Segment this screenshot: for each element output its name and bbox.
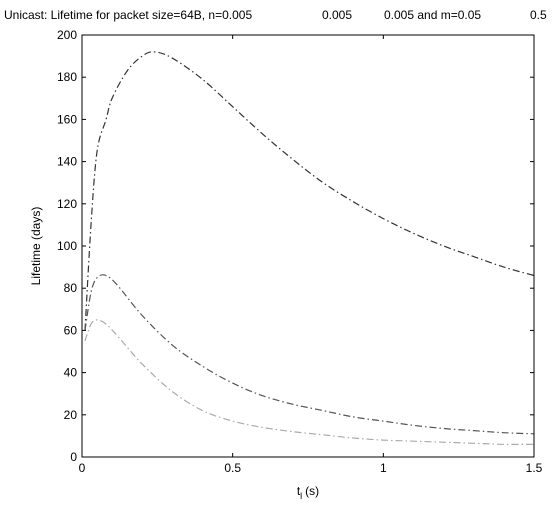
x-tick-label: 0.5 bbox=[224, 461, 241, 475]
y-axis-label: Lifetime (days) bbox=[29, 207, 43, 286]
series-line-3 bbox=[84, 319, 535, 445]
tick-layer: 0 0.5 1 1.5 0 20 40 60 80 100 120 140 160 180 200 bbox=[57, 28, 543, 475]
series-layer bbox=[84, 51, 535, 445]
series-line-2 bbox=[84, 274, 535, 435]
y-tick-label: 40 bbox=[64, 366, 78, 380]
x-axis-label: tl (s) bbox=[297, 484, 319, 501]
chart-title-part-1: Unicast: Lifetime for packet size=64B, n… bbox=[4, 8, 253, 22]
y-tick-label: 200 bbox=[57, 28, 77, 42]
y-tick-label: 120 bbox=[57, 197, 77, 211]
y-tick-label: 180 bbox=[57, 70, 77, 84]
chart-title-part-4: 0.5 bbox=[530, 8, 547, 22]
chart-title-part-2: 0.005 bbox=[322, 8, 353, 22]
x-tick-label: 0 bbox=[79, 461, 86, 475]
y-tick-label: 0 bbox=[70, 450, 77, 464]
x-axis-label-main: t bbox=[297, 484, 301, 498]
y-tick-label: 100 bbox=[57, 239, 77, 253]
y-tick-label: 60 bbox=[64, 323, 78, 337]
y-tick-label: 160 bbox=[57, 112, 77, 126]
y-tick-label: 20 bbox=[64, 408, 78, 422]
x-axis-label-unit: (s) bbox=[305, 484, 319, 498]
x-tick-label: 1.5 bbox=[526, 461, 543, 475]
plot-area-frame bbox=[81, 34, 535, 458]
y-tick-label: 80 bbox=[64, 281, 78, 295]
chart-title-part-3: 0.005 and m=0.05 bbox=[384, 8, 482, 22]
x-axis-label-subscript: l bbox=[300, 491, 302, 501]
y-tick-label: 140 bbox=[57, 155, 77, 169]
series-line-1 bbox=[84, 51, 535, 331]
x-tick-label: 1 bbox=[380, 461, 387, 475]
